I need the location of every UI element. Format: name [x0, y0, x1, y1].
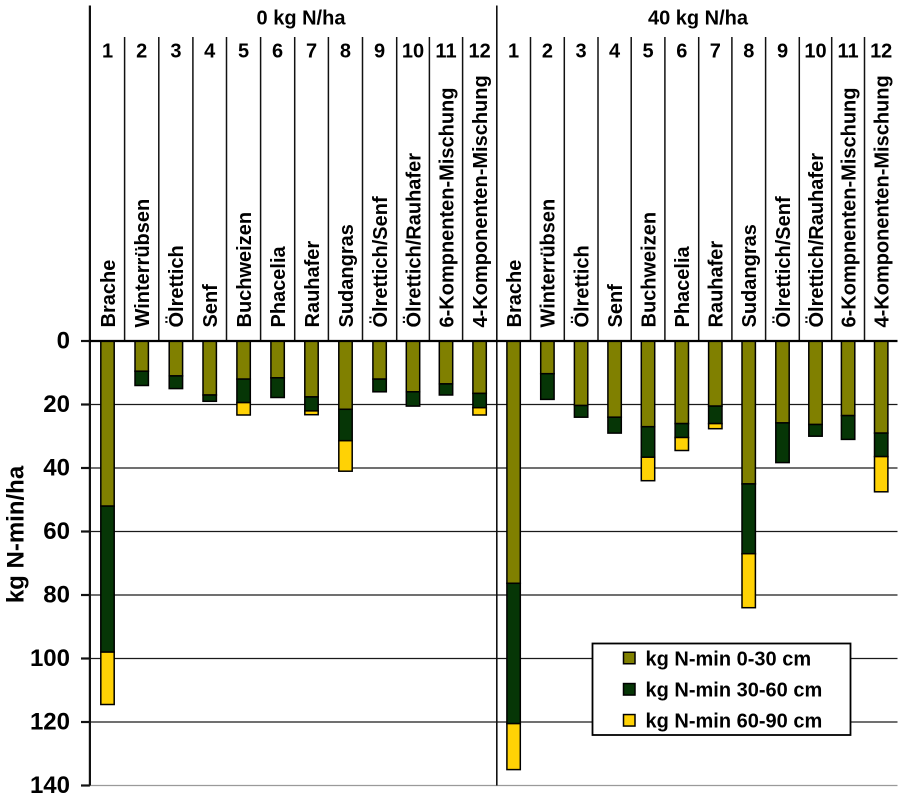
svg-text:Senf: Senf [605, 284, 627, 328]
svg-text:kg N-min 0-30 cm: kg N-min 0-30 cm [646, 648, 812, 670]
svg-text:Rauhafer: Rauhafer [706, 241, 728, 328]
svg-text:10: 10 [804, 41, 826, 63]
svg-text:kg N-min 60-90 cm: kg N-min 60-90 cm [646, 711, 823, 733]
svg-text:Ölrettich/Senf: Ölrettich/Senf [369, 196, 392, 327]
svg-text:20: 20 [43, 391, 70, 418]
svg-text:60: 60 [43, 518, 70, 545]
svg-text:5: 5 [642, 41, 653, 63]
svg-text:6: 6 [676, 41, 687, 63]
svg-text:2: 2 [136, 41, 147, 63]
svg-text:100: 100 [30, 645, 70, 672]
svg-text:1: 1 [102, 41, 113, 63]
svg-text:40 kg N/ha: 40 kg N/ha [648, 7, 749, 29]
svg-text:3: 3 [576, 41, 587, 63]
svg-text:11: 11 [838, 41, 859, 63]
svg-text:6-Kompnenten-Mischung: 6-Kompnenten-Mischung [838, 88, 860, 328]
svg-text:8: 8 [743, 41, 754, 63]
svg-text:140: 140 [30, 772, 70, 799]
svg-text:Brache: Brache [504, 260, 526, 328]
svg-text:10: 10 [402, 41, 424, 63]
svg-text:7: 7 [306, 41, 317, 63]
svg-text:8: 8 [340, 41, 351, 63]
svg-text:Ölrettich/Senf: Ölrettich/Senf [772, 196, 795, 327]
svg-text:Senf: Senf [200, 284, 222, 328]
svg-text:12: 12 [468, 41, 490, 63]
svg-text:5: 5 [238, 41, 249, 63]
svg-text:Buchweizen: Buchweizen [234, 212, 256, 328]
svg-text:120: 120 [30, 709, 70, 736]
svg-text:4: 4 [609, 41, 621, 63]
svg-text:Phacelia: Phacelia [672, 245, 694, 327]
svg-text:Brache: Brache [98, 260, 120, 328]
svg-text:6-Kompnenten-Mischung: 6-Kompnenten-Mischung [436, 88, 458, 328]
svg-text:2: 2 [542, 41, 553, 63]
svg-text:40: 40 [43, 455, 70, 482]
svg-text:9: 9 [374, 41, 385, 63]
svg-text:kg N-min/ha: kg N-min/ha [2, 465, 29, 603]
svg-text:Buchweizen: Buchweizen [638, 212, 660, 328]
svg-text:4-Komponenten-Mischung: 4-Komponenten-Mischung [872, 75, 894, 327]
svg-text:Ölrettich: Ölrettich [165, 245, 188, 327]
svg-text:Ölrettich/Rauhafer: Ölrettich/Rauhafer [805, 153, 828, 328]
svg-text:3: 3 [170, 41, 181, 63]
svg-text:kg N-min 30-60 cm: kg N-min 30-60 cm [646, 680, 823, 702]
svg-text:1: 1 [508, 41, 519, 63]
svg-text:Winterrübsen: Winterrübsen [132, 199, 154, 328]
svg-text:7: 7 [710, 41, 721, 63]
svg-text:0 kg N/ha: 0 kg N/ha [257, 7, 347, 29]
svg-text:9: 9 [777, 41, 788, 63]
svg-text:Rauhafer: Rauhafer [302, 241, 324, 328]
svg-text:6: 6 [272, 41, 283, 63]
svg-text:Sudangras: Sudangras [336, 224, 358, 327]
svg-text:11: 11 [435, 41, 456, 63]
svg-text:0: 0 [57, 328, 70, 355]
svg-text:4: 4 [204, 41, 216, 63]
svg-text:80: 80 [43, 582, 70, 609]
svg-text:Phacelia: Phacelia [268, 245, 290, 327]
svg-text:Ölrettich/Rauhafer: Ölrettich/Rauhafer [402, 153, 425, 328]
svg-text:12: 12 [870, 41, 892, 63]
svg-text:Sudangras: Sudangras [739, 224, 761, 327]
svg-text:Ölrettich: Ölrettich [570, 245, 593, 327]
svg-text:4-Komponenten-Mischung: 4-Komponenten-Mischung [470, 75, 492, 327]
svg-text:Winterrübsen: Winterrübsen [538, 199, 560, 328]
